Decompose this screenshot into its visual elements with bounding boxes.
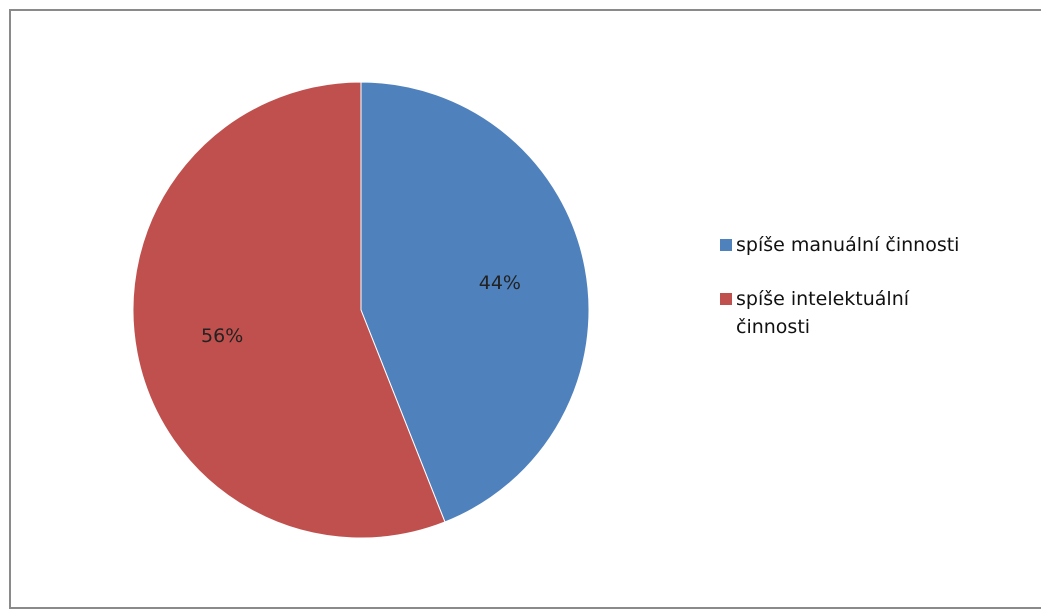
pie-slice-manual (360, 81, 590, 523)
data-label-manual: 44% (479, 272, 521, 294)
legend-item-intellectual: spíše intelektuální činnosti (720, 285, 1040, 341)
legend-label-intellectual: spíše intelektuální činnosti (736, 288, 910, 338)
legend-swatch-manual (720, 239, 732, 251)
legend: spíše manuální činnosti spíše intelektuá… (720, 231, 1040, 341)
legend-swatch-intellectual (720, 293, 732, 305)
legend-item-manual: spíše manuální činnosti (720, 231, 1040, 259)
pie-slice-intellectual (132, 81, 446, 539)
legend-label-manual: spíše manuální činnosti (736, 234, 960, 256)
data-label-intellectual: 56% (201, 325, 243, 347)
